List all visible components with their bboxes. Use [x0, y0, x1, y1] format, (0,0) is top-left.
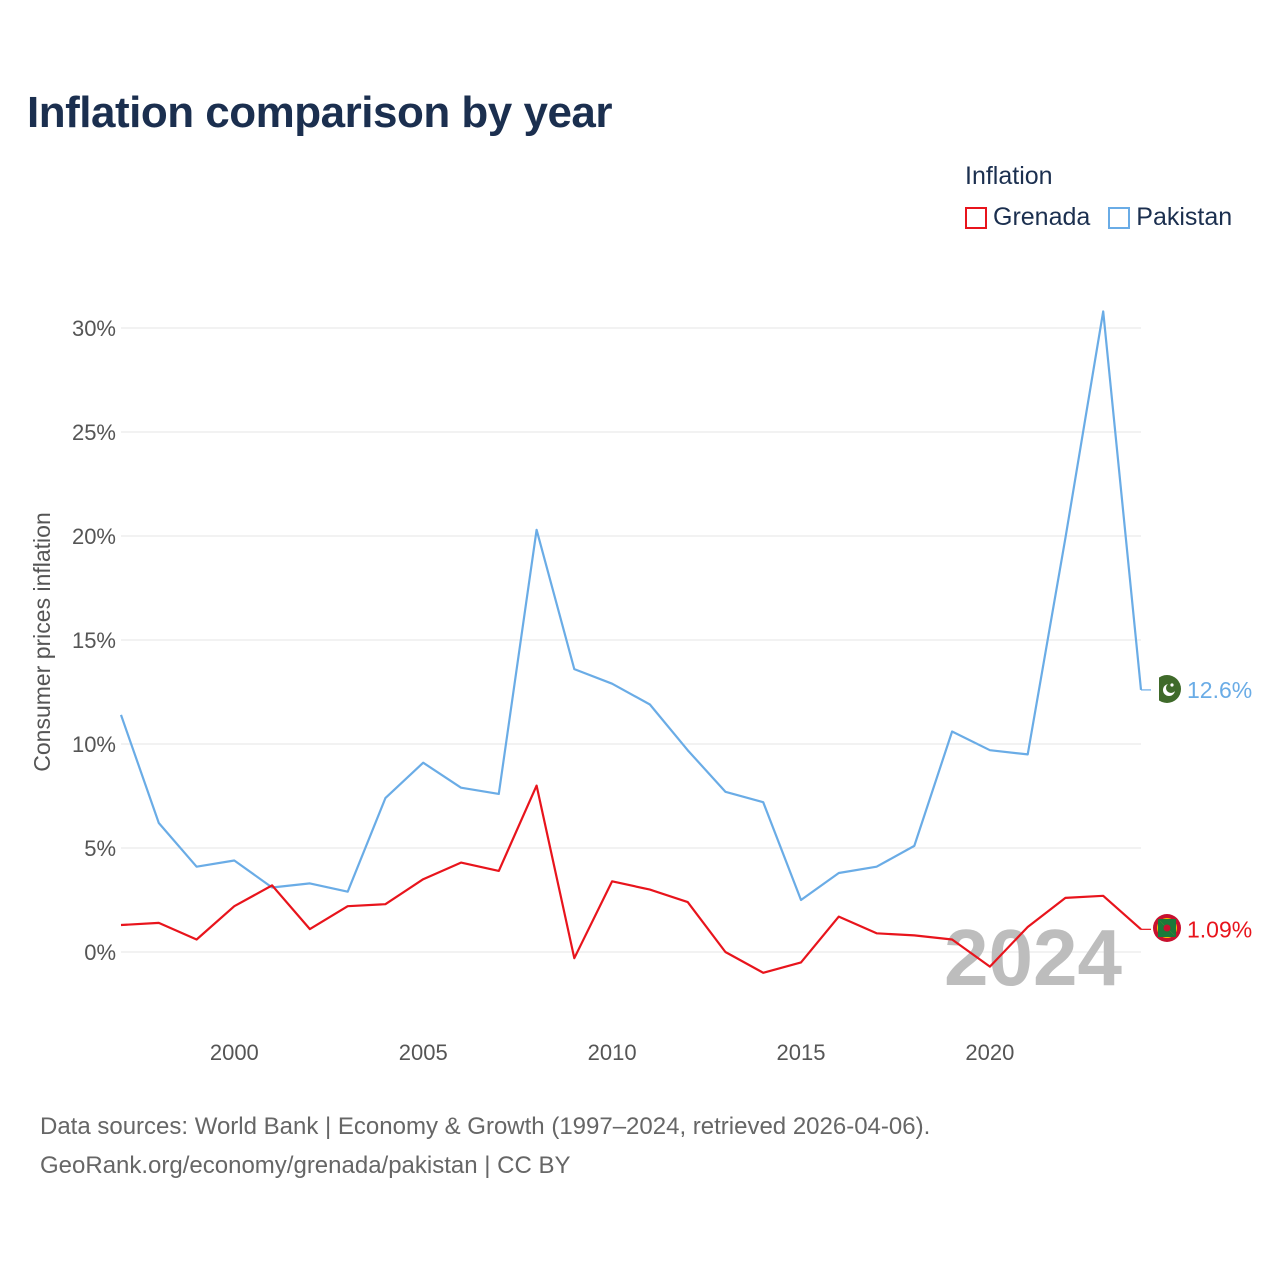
- legend: Inflation Grenada Pakistan: [965, 162, 1232, 232]
- end-labels: 12.6% 1.09%: [1187, 677, 1252, 942]
- y-axis-title: Consumer prices inflation: [29, 512, 55, 772]
- series-lines: [119, 310, 1151, 974]
- pakistan-flag-icon: [1153, 675, 1181, 703]
- y-axis-ticks: 0% 5% 10% 15% 20% 25% 30%: [72, 316, 116, 965]
- year-watermark: 2024: [944, 913, 1122, 1002]
- y-tick-label: 0%: [84, 940, 116, 965]
- legend-label-pakistan: Pakistan: [1136, 203, 1233, 231]
- y-tick-label: 15%: [72, 628, 116, 653]
- x-tick-label: 2010: [588, 1040, 637, 1065]
- legend-label-grenada: Grenada: [993, 203, 1091, 231]
- legend-title: Inflation: [965, 162, 1053, 190]
- end-label-pakistan: 12.6%: [1187, 677, 1252, 703]
- y-tick-label: 10%: [72, 732, 116, 757]
- legend-swatch-grenada: [965, 206, 987, 229]
- y-tick-label: 20%: [72, 524, 116, 549]
- legend-swatch-pakistan: [1108, 206, 1131, 229]
- y-tick-label: 25%: [72, 420, 116, 445]
- series-line-grenada[interactable]: [120, 784, 1142, 974]
- y-tick-label: 5%: [84, 836, 116, 861]
- end-label-grenada: 1.09%: [1187, 916, 1252, 942]
- series-line-pakistan[interactable]: [119, 310, 1143, 902]
- chart-title: Inflation comparison by year: [27, 88, 613, 137]
- grenada-flag-icon: [1153, 914, 1181, 942]
- sources-line-2: GeoRank.org/economy/grenada/pakistan | C…: [40, 1152, 571, 1179]
- x-axis-ticks: 2000 2005 2010 2015 2020: [210, 1040, 1015, 1065]
- y-tick-label: 30%: [72, 316, 116, 341]
- x-tick-label: 2020: [965, 1040, 1014, 1065]
- x-tick-label: 2015: [777, 1040, 826, 1065]
- end-markers: [1153, 675, 1181, 942]
- legend-item-grenada[interactable]: Grenada: [965, 203, 1090, 232]
- data-sources: Data sources: World Bank | Economy & Gro…: [40, 1107, 930, 1185]
- x-tick-label: 2005: [399, 1040, 448, 1065]
- x-tick-label: 2000: [210, 1040, 259, 1065]
- legend-item-pakistan[interactable]: Pakistan: [1108, 203, 1232, 232]
- grid-lines: [121, 327, 1141, 953]
- sources-line-1: Data sources: World Bank | Economy & Gro…: [40, 1113, 931, 1140]
